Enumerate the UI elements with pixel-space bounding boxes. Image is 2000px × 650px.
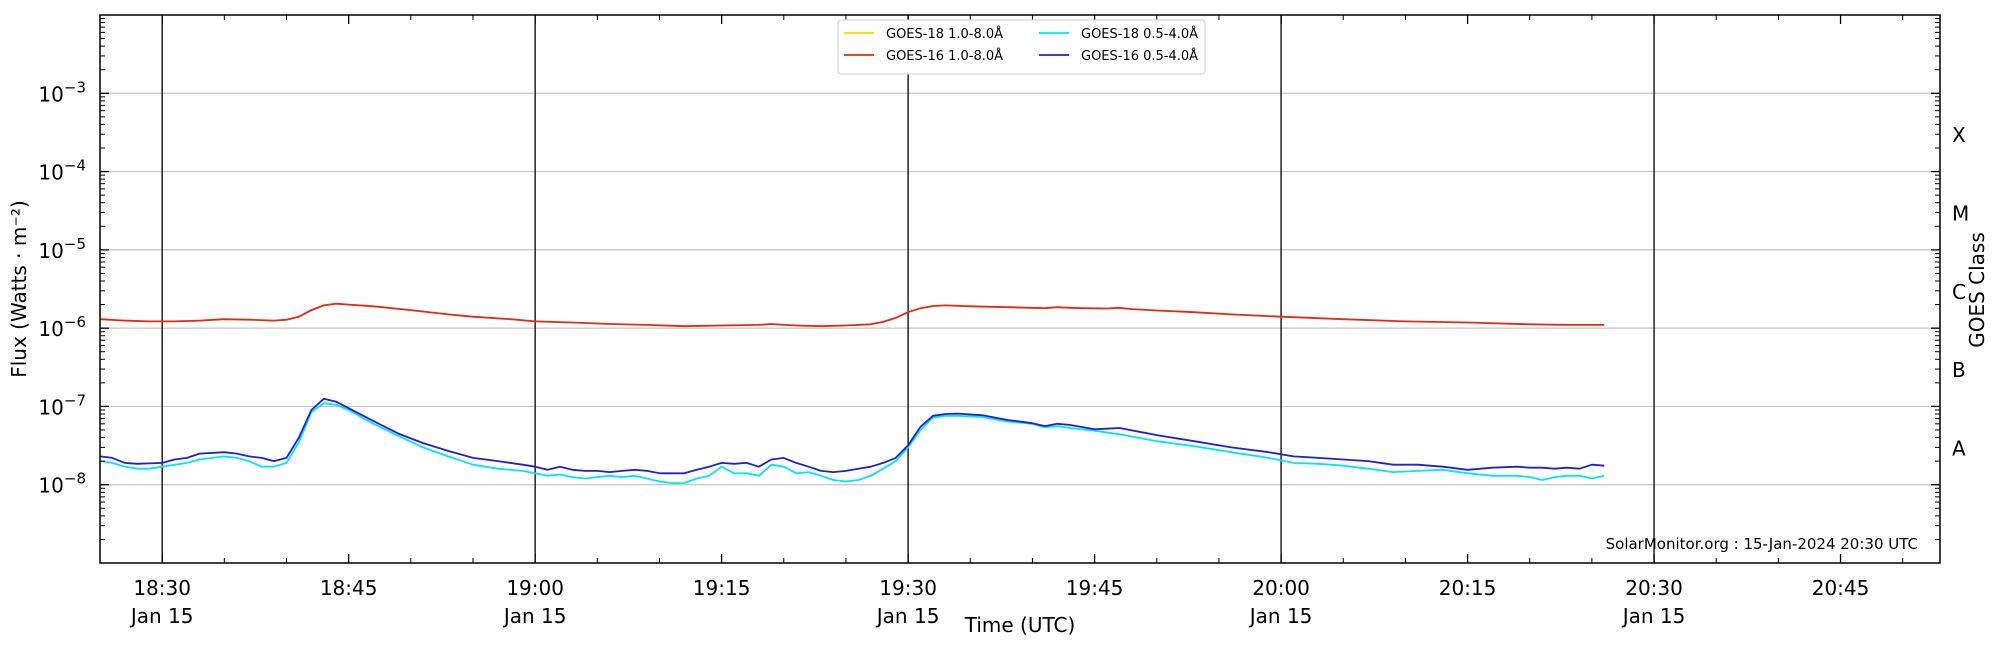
x-tick-time-label: 20:30 bbox=[1625, 576, 1683, 600]
y-tick-label: 10−3 bbox=[38, 78, 86, 106]
legend-box bbox=[837, 19, 1206, 75]
x-tick-labels: 18:30 Jan 15 18:45 19:00 Jan 15 19:15 19:30 Jan… bbox=[129, 576, 1870, 628]
x-tick-date-label: Jan 15 bbox=[502, 604, 567, 628]
y-tick-label: 10−7 bbox=[38, 391, 86, 419]
series-line-1 bbox=[99, 302, 1605, 328]
goes-class-label: M bbox=[1952, 202, 1969, 226]
plot-frame bbox=[99, 14, 1941, 564]
legend-items: GOES-18 1.0-8.0Å GOES-16 1.0-8.0Å GOES-18 … bbox=[844, 26, 1198, 64]
y-tick-label: 10−8 bbox=[38, 470, 86, 498]
legend-label: GOES-18 1.0-8.0Å bbox=[886, 26, 1003, 42]
y-tick-label: 10−4 bbox=[38, 157, 86, 185]
legend-label: GOES-16 1.0-8.0Å bbox=[886, 48, 1003, 64]
x-tick-time-label: 19:00 bbox=[506, 576, 564, 600]
goes-class-label: X bbox=[1952, 123, 1966, 147]
series-layer bbox=[99, 302, 1605, 485]
x-tick-time-label: 19:15 bbox=[693, 576, 751, 600]
x-tick-date-label: Jan 15 bbox=[1248, 604, 1313, 628]
goes-class-label: A bbox=[1952, 436, 1966, 460]
x-tick-date-label: Jan 15 bbox=[1621, 604, 1686, 628]
legend: GOES-18 1.0-8.0Å GOES-16 1.0-8.0Å GOES-18 … bbox=[837, 19, 1206, 75]
x-tick-date-label: Jan 15 bbox=[129, 604, 194, 628]
goes-class-label: B bbox=[1952, 358, 1966, 382]
tick-layer bbox=[99, 15, 1940, 563]
x-tick-time-label: 20:00 bbox=[1252, 576, 1310, 600]
series-line-2 bbox=[99, 402, 1605, 485]
y-tick-label: 10−6 bbox=[38, 313, 86, 341]
x-tick-time-label: 19:45 bbox=[1066, 576, 1124, 600]
legend-label: GOES-16 0.5-4.0Å bbox=[1081, 48, 1198, 64]
vertical-marker-layer bbox=[161, 15, 1655, 563]
goes-class-axis-title: GOES Class bbox=[1965, 232, 1989, 348]
x-tick-time-label: 19:30 bbox=[879, 576, 937, 600]
legend-label: GOES-18 0.5-4.0Å bbox=[1081, 26, 1198, 42]
x-tick-time-label: 20:15 bbox=[1439, 576, 1497, 600]
goes-class-label: C bbox=[1952, 280, 1966, 304]
x-tick-date-label: Jan 15 bbox=[875, 604, 940, 628]
x-tick-time-label: 20:45 bbox=[1812, 576, 1870, 600]
grid-layer bbox=[100, 92, 1940, 486]
y-axis-title: Flux (Watts · m⁻²) bbox=[7, 200, 31, 378]
y-tick-labels: 10−8 10−7 10−6 10−5 10−4 10−3 bbox=[38, 78, 86, 497]
x-axis-title: Time (UTC) bbox=[964, 613, 1076, 637]
x-tick-time-label: 18:45 bbox=[320, 576, 378, 600]
credit-text: SolarMonitor.org : 15-Jan-2024 20:30 UTC bbox=[1606, 535, 1918, 553]
goes-class-labels: A B C M X bbox=[1952, 123, 1969, 460]
series-line-3 bbox=[99, 397, 1605, 475]
y-tick-label: 10−5 bbox=[38, 235, 86, 263]
x-tick-time-label: 18:30 bbox=[133, 576, 191, 600]
